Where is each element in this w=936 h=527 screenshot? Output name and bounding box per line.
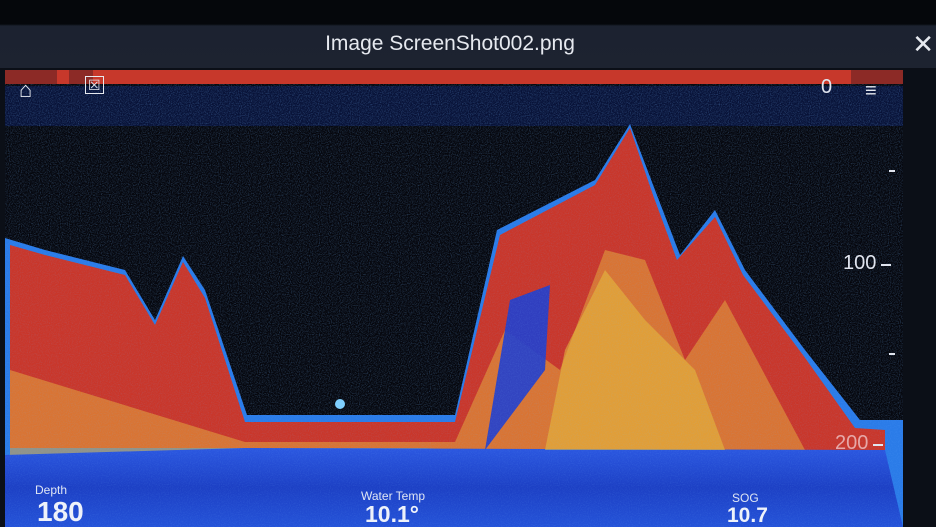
sog-label: SOG [732, 491, 759, 505]
sonar-echogram [5, 86, 903, 527]
depth-tick [881, 264, 891, 266]
window-titlebar: Image ScreenShot002.png ✕ [0, 0, 936, 68]
depth-tick [889, 170, 895, 172]
depth-tick [889, 353, 895, 355]
sonar-display[interactable]: ⌂ ☒ ≡ 0 100 200 Depth 180 Water Temp 10.… [5, 70, 903, 527]
sog-value: 10.7 [727, 504, 768, 527]
menu-icon[interactable]: ≡ [865, 80, 877, 102]
noise-texture [5, 86, 903, 527]
depth-range-bar [5, 70, 903, 84]
depth-label: Depth [35, 483, 68, 497]
depth-scale-label: 0 [821, 76, 833, 98]
window-title: Image ScreenShot002.png [325, 32, 575, 55]
waypoint-flag-icon[interactable]: ☒ [85, 76, 104, 94]
depth-value: 180 [37, 496, 84, 527]
home-icon[interactable]: ⌂ [19, 77, 33, 102]
water-temp-value: 10.1° [365, 501, 419, 527]
water-temp-label: Water Temp [361, 489, 426, 503]
depth-tick [873, 444, 883, 446]
close-icon[interactable]: ✕ [912, 29, 934, 59]
depth-scale-label: 200 [835, 432, 869, 454]
depth-scale-label: 100 [843, 252, 877, 274]
